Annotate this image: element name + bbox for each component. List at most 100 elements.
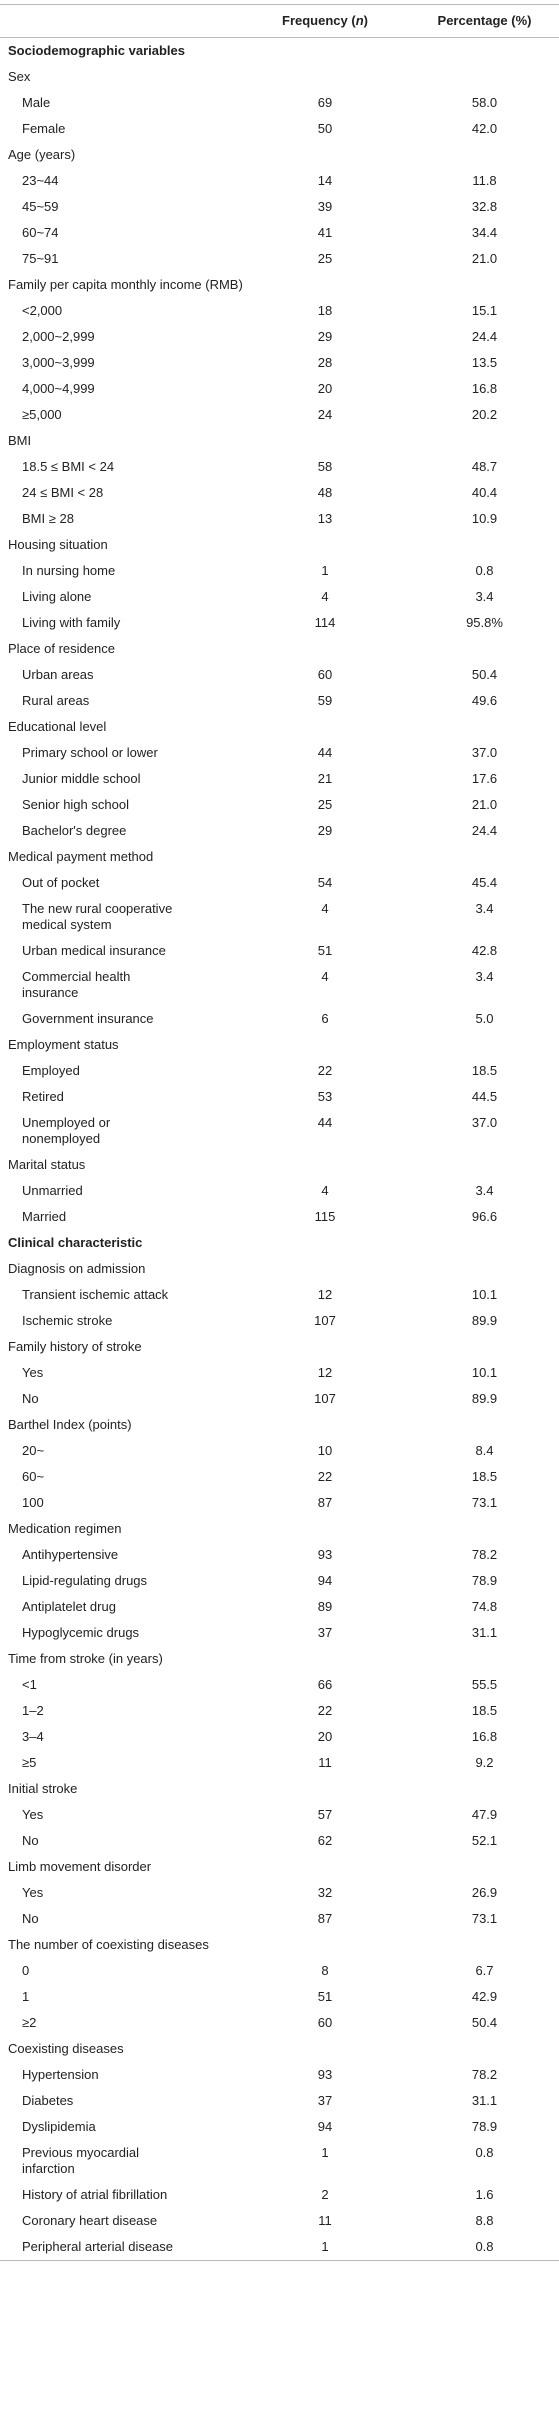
item-cell: No [0, 1828, 240, 1854]
item-row: 75~91 25 21.0 [0, 246, 559, 272]
header-text: Frequency ( [282, 13, 356, 28]
item-label: Coronary heart disease [22, 2213, 158, 2228]
item-cell: Hypertension [0, 2062, 240, 2088]
item-cell: Living alone [0, 584, 240, 610]
item-row: <1 66 55.5 [0, 1672, 559, 1698]
frequency: 22 [317, 1469, 333, 1484]
frequency: 66 [317, 1677, 333, 1692]
group-title: Initial stroke [8, 1781, 78, 1796]
frequency: 12 [317, 1365, 333, 1380]
item-row: Lipid-regulating drugs 94 78.9 [0, 1568, 559, 1594]
percentage: 40.4 [471, 485, 498, 500]
item-row: 1 51 42.9 [0, 1984, 559, 2010]
item-row: ≥5,000 24 20.2 [0, 402, 559, 428]
item-row: Hypoglycemic drugs 37 31.1 [0, 1620, 559, 1646]
header-frequency: Frequency (n) [240, 4, 410, 38]
item-row: Female 50 42.0 [0, 116, 559, 142]
frequency: 32 [317, 1885, 333, 1900]
group-title: Marital status [8, 1157, 86, 1172]
group-title: Limb movement disorder [8, 1859, 152, 1874]
item-cell: Urban medical insurance [0, 938, 240, 964]
item-cell: 100 [0, 1490, 240, 1516]
item-cell: 4,000~4,999 [0, 376, 240, 402]
percentage: 47.9 [471, 1807, 498, 1822]
item-label: Senior high school [22, 797, 129, 812]
frequency: 107 [314, 1313, 336, 1328]
percentage: 73.1 [471, 1911, 498, 1926]
item-label: Out of pocket [22, 875, 100, 890]
item-cell: <1 [0, 1672, 240, 1698]
item-cell: Hypoglycemic drugs [0, 1620, 240, 1646]
frequency: 24 [317, 407, 333, 422]
item-cell: Previous myocardial infarction [0, 2140, 240, 2182]
frequency: 20 [317, 1729, 333, 1744]
percentage: 3.4 [475, 901, 494, 916]
item-row: Rural areas 59 49.6 [0, 688, 559, 714]
percentage: 50.4 [471, 2015, 498, 2030]
item-cell: 1–2 [0, 1698, 240, 1724]
percentage: 10.1 [471, 1287, 498, 1302]
item-label: 2,000~2,999 [22, 329, 95, 344]
item-row: No 62 52.1 [0, 1828, 559, 1854]
header-text: ) [363, 13, 368, 28]
item-label: Transient ischemic attack [22, 1287, 169, 1302]
group-row: Sex [0, 64, 559, 90]
item-label: 75~91 [22, 251, 59, 266]
percentage: 0.8 [475, 2145, 494, 2160]
item-row: Antihypertensive 93 78.2 [0, 1542, 559, 1568]
item-row: 60~74 41 34.4 [0, 220, 559, 246]
frequency: 13 [317, 511, 333, 526]
item-cell: BMI ≥ 28 [0, 506, 240, 532]
frequency: 4 [321, 589, 329, 604]
item-cell: 0 [0, 1958, 240, 1984]
item-label: Antiplatelet drug [22, 1599, 116, 1614]
frequency: 51 [317, 943, 333, 958]
frequency: 53 [317, 1089, 333, 1104]
item-label: Bachelor's degree [22, 823, 127, 838]
item-label: Hypertension [22, 2067, 99, 2082]
item-row: Dyslipidemia 94 78.9 [0, 2114, 559, 2140]
frequency: 10 [317, 1443, 333, 1458]
percentage: 42.8 [471, 943, 498, 958]
item-cell: 3–4 [0, 1724, 240, 1750]
item-cell: Unemployed or nonemployed [0, 1110, 240, 1152]
group-title: Sex [8, 69, 31, 84]
item-row: Junior middle school 21 17.6 [0, 766, 559, 792]
percentage: 89.9 [471, 1391, 498, 1406]
item-row: Previous myocardial infarction 1 0.8 [0, 2140, 559, 2182]
frequency: 57 [317, 1807, 333, 1822]
group-title: Educational level [8, 719, 107, 734]
item-row: Ischemic stroke 107 89.9 [0, 1308, 559, 1334]
percentage: 8.4 [475, 1443, 494, 1458]
frequency: 50 [317, 121, 333, 136]
item-cell: Lipid-regulating drugs [0, 1568, 240, 1594]
item-row: Unemployed or nonemployed 44 37.0 [0, 1110, 559, 1152]
item-cell: The new rural cooperative medical system [0, 896, 240, 938]
item-row: Married 115 96.6 [0, 1204, 559, 1230]
header-text: n [355, 13, 364, 28]
percentage: 10.9 [471, 511, 498, 526]
percentage: 16.8 [471, 381, 498, 396]
item-cell: History of atrial fibrillation [0, 2182, 240, 2208]
item-row: The new rural cooperative medical system… [0, 896, 559, 938]
item-row: 4,000~4,999 20 16.8 [0, 376, 559, 402]
item-row: Commercial health insurance 4 3.4 [0, 964, 559, 1006]
percentage: 1.6 [475, 2187, 494, 2202]
item-row: 60~ 22 18.5 [0, 1464, 559, 1490]
frequency: 2 [321, 2187, 329, 2202]
item-label: History of atrial fibrillation [22, 2187, 168, 2202]
item-row: Government insurance 6 5.0 [0, 1006, 559, 1032]
percentage: 55.5 [471, 1677, 498, 1692]
item-label: 23~44 [22, 173, 59, 188]
item-row: 45~59 39 32.8 [0, 194, 559, 220]
group-title: Place of residence [8, 641, 115, 656]
frequency: 6 [321, 1011, 329, 1026]
frequency: 1 [321, 2145, 329, 2160]
item-row: Hypertension 93 78.2 [0, 2062, 559, 2088]
percentage: 73.1 [471, 1495, 498, 1510]
item-row: 3–4 20 16.8 [0, 1724, 559, 1750]
item-cell: Bachelor's degree [0, 818, 240, 844]
frequency: 93 [317, 1547, 333, 1562]
frequency: 4 [321, 901, 329, 916]
item-row: Urban areas 60 50.4 [0, 662, 559, 688]
